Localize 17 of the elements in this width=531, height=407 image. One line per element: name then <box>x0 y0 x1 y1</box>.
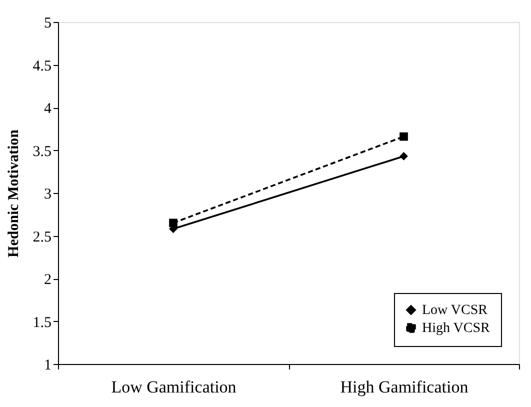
y-tick-label: 2 <box>44 272 52 288</box>
y-tick-label: 3.5 <box>32 144 52 160</box>
y-tick-label: 1.5 <box>32 314 52 331</box>
y-tick-label: 4 <box>44 101 52 117</box>
y-tick-label: 1 <box>44 358 52 374</box>
y-tick-label: 4.5 <box>32 58 52 74</box>
x-tick-label: Low Gamification <box>111 378 237 396</box>
point <box>400 132 408 141</box>
y-tick-label: 5 <box>44 16 52 32</box>
y-tick-label: 3 <box>44 186 52 202</box>
y-axis-title: Hedonic Motivation <box>6 128 22 258</box>
x-tick-label: High Gamification <box>340 378 469 396</box>
legend-label: High VCSR <box>422 321 490 336</box>
point <box>169 218 178 228</box>
legend-label: Low VCSR <box>422 303 488 318</box>
point <box>400 152 408 160</box>
y-tick-label: 2.5 <box>32 229 52 246</box>
